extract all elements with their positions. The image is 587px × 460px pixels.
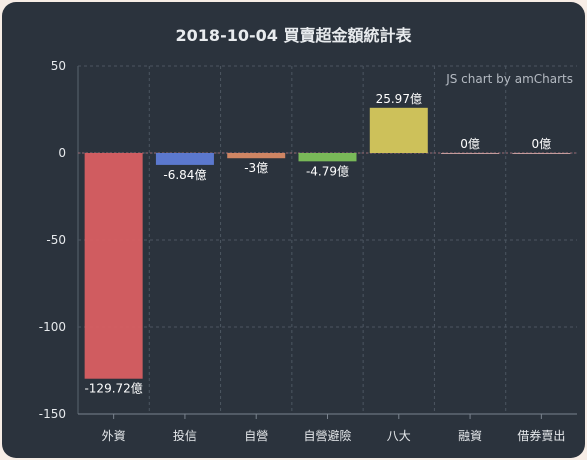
bar-7 [512, 153, 571, 154]
data-label: -3億 [244, 161, 268, 175]
bar-5 [369, 107, 428, 153]
data-label: -129.72億 [84, 382, 142, 396]
y-tick-label: -150 [39, 407, 66, 421]
y-tick-label: -100 [39, 320, 66, 334]
data-label: 0億 [532, 137, 552, 151]
y-tick-label: -50 [46, 233, 66, 247]
data-label: -4.79億 [306, 164, 349, 178]
chart-credit: JS chart by amCharts [446, 72, 573, 86]
data-label: 25.97億 [376, 92, 422, 106]
x-tick-label: 投信 [173, 428, 197, 443]
x-tick-label: 外資 [102, 429, 126, 443]
bar-6 [441, 153, 500, 154]
x-tick-label: 自營 [244, 429, 268, 443]
chart-title: 2018-10-04 買賣超金額統計表 [175, 26, 412, 45]
bar-2 [155, 153, 214, 165]
x-tick-label: 八大 [387, 429, 411, 443]
x-tick-label: 自營避險 [303, 428, 351, 443]
data-label: -6.84億 [163, 168, 206, 182]
x-tick-label: 借券賣出 [517, 428, 565, 443]
bar-3 [227, 153, 286, 159]
bar-4 [298, 153, 357, 162]
y-tick-label: 50 [51, 59, 66, 73]
x-tick-label: 融資 [458, 429, 482, 443]
data-label: 0億 [460, 137, 480, 151]
bar-1 [84, 153, 143, 379]
y-tick-label: 0 [58, 146, 66, 160]
